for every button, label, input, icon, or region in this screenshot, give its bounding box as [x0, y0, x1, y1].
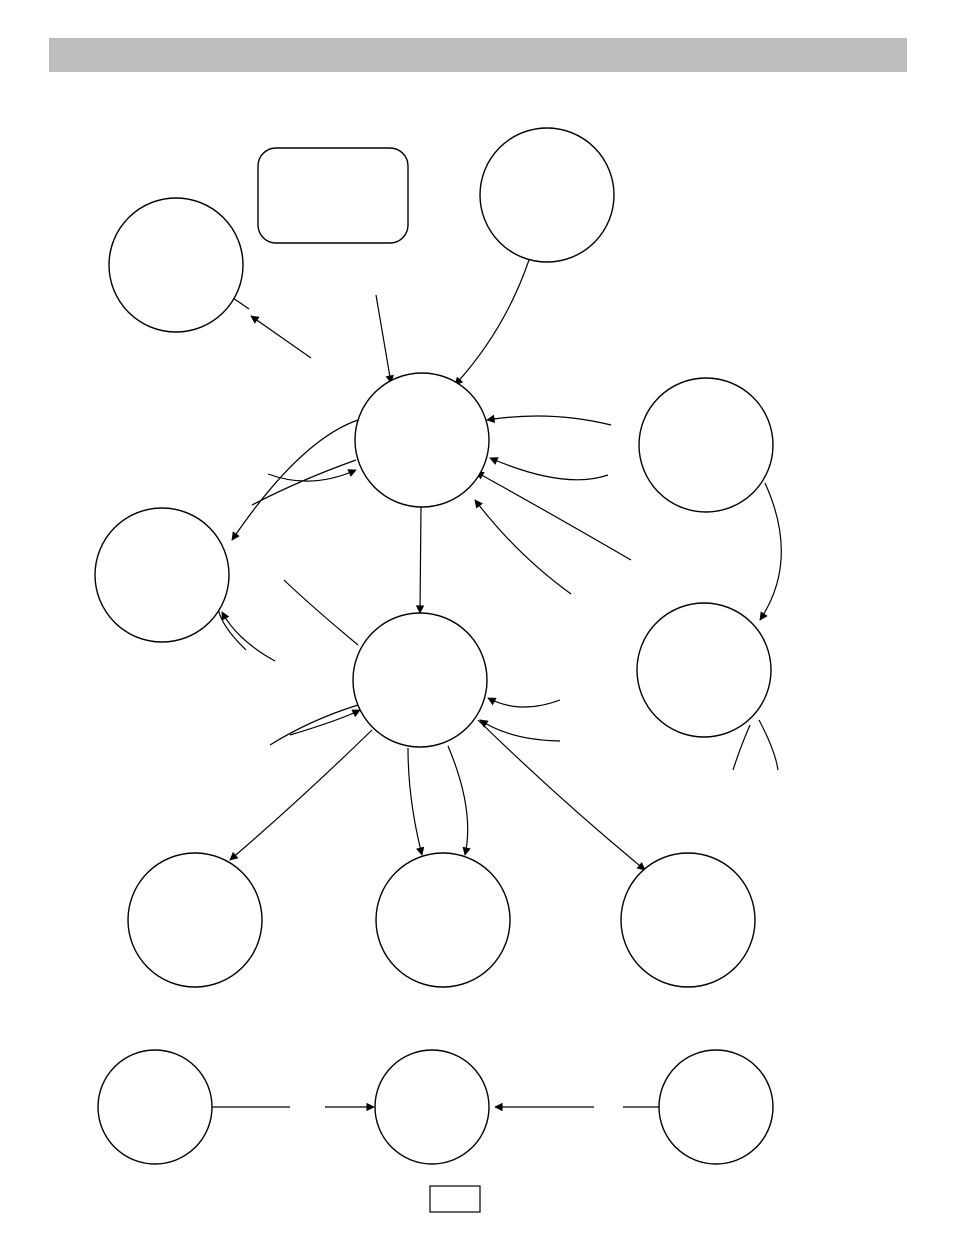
- node-n_hub1: [355, 373, 489, 507]
- node-n_row_r: [659, 1050, 773, 1164]
- node-n_hub2: [353, 613, 487, 747]
- header-bar: [49, 38, 907, 72]
- node-n_tr: [480, 128, 614, 262]
- node-n_row_l: [98, 1050, 212, 1164]
- node-n_row_m: [375, 1050, 489, 1164]
- diagram-canvas: [0, 0, 954, 1235]
- node-n_l2: [95, 508, 229, 642]
- node-n_bl: [128, 853, 262, 987]
- node-n_bm: [376, 853, 510, 987]
- callout-box: [258, 148, 408, 243]
- node-n_r2: [637, 603, 771, 737]
- node-n_tl: [109, 198, 243, 332]
- node-n_br: [621, 853, 755, 987]
- node-n_r1: [639, 378, 773, 512]
